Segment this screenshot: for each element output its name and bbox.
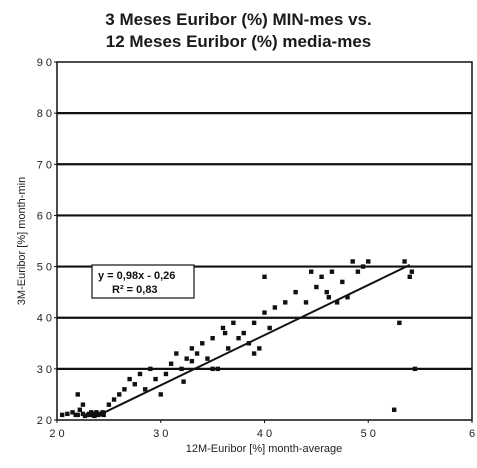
data-point xyxy=(205,356,210,361)
data-point xyxy=(75,412,80,418)
x-tick-label: 3 0 xyxy=(153,428,168,440)
data-point xyxy=(293,289,298,295)
chart-title: 3 Meses Euribor (%) MIN-mes vs. xyxy=(105,10,372,29)
data-point xyxy=(101,412,106,418)
y-tick-label: 3 0 xyxy=(37,364,52,376)
y-tick-label: 6 0 xyxy=(37,210,52,222)
data-point xyxy=(326,295,332,300)
data-point xyxy=(225,346,231,351)
x-axis-label: 12M-Euribor [%] month-average xyxy=(186,443,343,455)
data-point xyxy=(355,269,361,274)
data-point xyxy=(80,402,86,407)
y-tick-label: 9 0 xyxy=(37,57,52,69)
data-point xyxy=(334,300,340,305)
y-tick-label: 4 0 xyxy=(37,313,52,325)
data-point xyxy=(283,300,288,305)
x-tick-label: 6 xyxy=(469,428,475,440)
x-tick-label: 2 0 xyxy=(49,428,64,440)
data-point xyxy=(220,325,226,331)
data-point xyxy=(181,379,186,384)
data-point xyxy=(324,289,329,295)
data-point xyxy=(272,305,278,310)
data-point xyxy=(77,407,83,412)
chart-subtitle: 12 Meses Euribor (%) media-mes xyxy=(105,32,372,51)
data-point xyxy=(236,335,241,341)
data-point xyxy=(251,320,257,326)
data-point xyxy=(127,376,132,382)
data-point xyxy=(142,387,148,392)
data-point xyxy=(319,274,324,279)
y-tick-label: 2 0 xyxy=(37,415,52,427)
plot-frame xyxy=(56,61,473,421)
data-point xyxy=(340,279,345,285)
data-point xyxy=(111,397,117,402)
data-point xyxy=(122,387,127,392)
y-tick-label: 5 0 xyxy=(37,262,52,274)
data-point xyxy=(262,310,267,315)
equation-label: y = 0,98x - 0,26 xyxy=(98,270,175,282)
data-point xyxy=(148,366,153,372)
data-point xyxy=(329,269,335,274)
data-point xyxy=(200,341,205,346)
data-point xyxy=(117,392,122,397)
y-tick-label: 8 0 xyxy=(37,108,52,120)
y-axis-label: 3M-Euribor [%] month-min xyxy=(16,177,28,305)
data-point xyxy=(241,330,246,336)
data-point xyxy=(231,320,236,326)
data-point xyxy=(189,346,195,351)
data-point xyxy=(158,392,163,397)
data-point xyxy=(409,269,415,274)
x-tick-label: 5 0 xyxy=(361,428,376,440)
data-point xyxy=(360,264,366,269)
data-point xyxy=(189,358,195,364)
data-point xyxy=(314,284,319,290)
data-point xyxy=(153,376,158,382)
data-point xyxy=(210,366,215,372)
y-tick-labels: 2 0 3 0 4 0 5 0 6 0 7 0 8 0 9 0 xyxy=(37,57,57,427)
data-point xyxy=(179,366,184,372)
data-point xyxy=(70,410,75,415)
data-point xyxy=(251,351,257,356)
equation-box: y = 0,98x - 0,26 R² = 0,83 xyxy=(91,264,195,299)
data-point xyxy=(407,274,412,279)
data-point xyxy=(222,330,228,336)
data-point xyxy=(132,382,138,387)
x-tick-labels: 2 0 3 0 4 0 5 0 6 xyxy=(49,420,475,440)
data-point xyxy=(59,412,65,418)
data-point xyxy=(137,371,143,377)
data-point xyxy=(257,346,262,351)
data-point xyxy=(82,413,88,419)
data-point xyxy=(397,320,402,326)
equation-box-frame xyxy=(91,264,195,299)
data-point xyxy=(391,407,397,412)
data-point xyxy=(262,274,267,279)
data-point xyxy=(402,259,407,264)
data-point xyxy=(210,335,215,341)
data-point xyxy=(350,259,355,264)
y-tick-label: 7 0 xyxy=(37,159,52,171)
data-point xyxy=(163,371,169,377)
grid-lines xyxy=(57,112,472,370)
data-point xyxy=(65,411,70,417)
data-point xyxy=(308,269,314,274)
data-point xyxy=(94,410,99,415)
data-point xyxy=(215,366,221,372)
data-point xyxy=(412,366,418,372)
trend-line xyxy=(98,264,411,417)
data-point xyxy=(366,259,371,264)
data-point xyxy=(184,356,189,361)
data-point xyxy=(267,325,272,331)
data-point xyxy=(194,351,200,356)
data-point xyxy=(174,351,179,356)
data-point xyxy=(75,392,80,397)
x-tick-label: 4 0 xyxy=(257,428,272,440)
data-point xyxy=(106,402,112,407)
data-point xyxy=(303,300,309,305)
data-point xyxy=(93,412,98,418)
data-point xyxy=(345,295,350,300)
data-point xyxy=(168,361,174,366)
r-squared-label: R² = 0,83 xyxy=(112,284,158,296)
